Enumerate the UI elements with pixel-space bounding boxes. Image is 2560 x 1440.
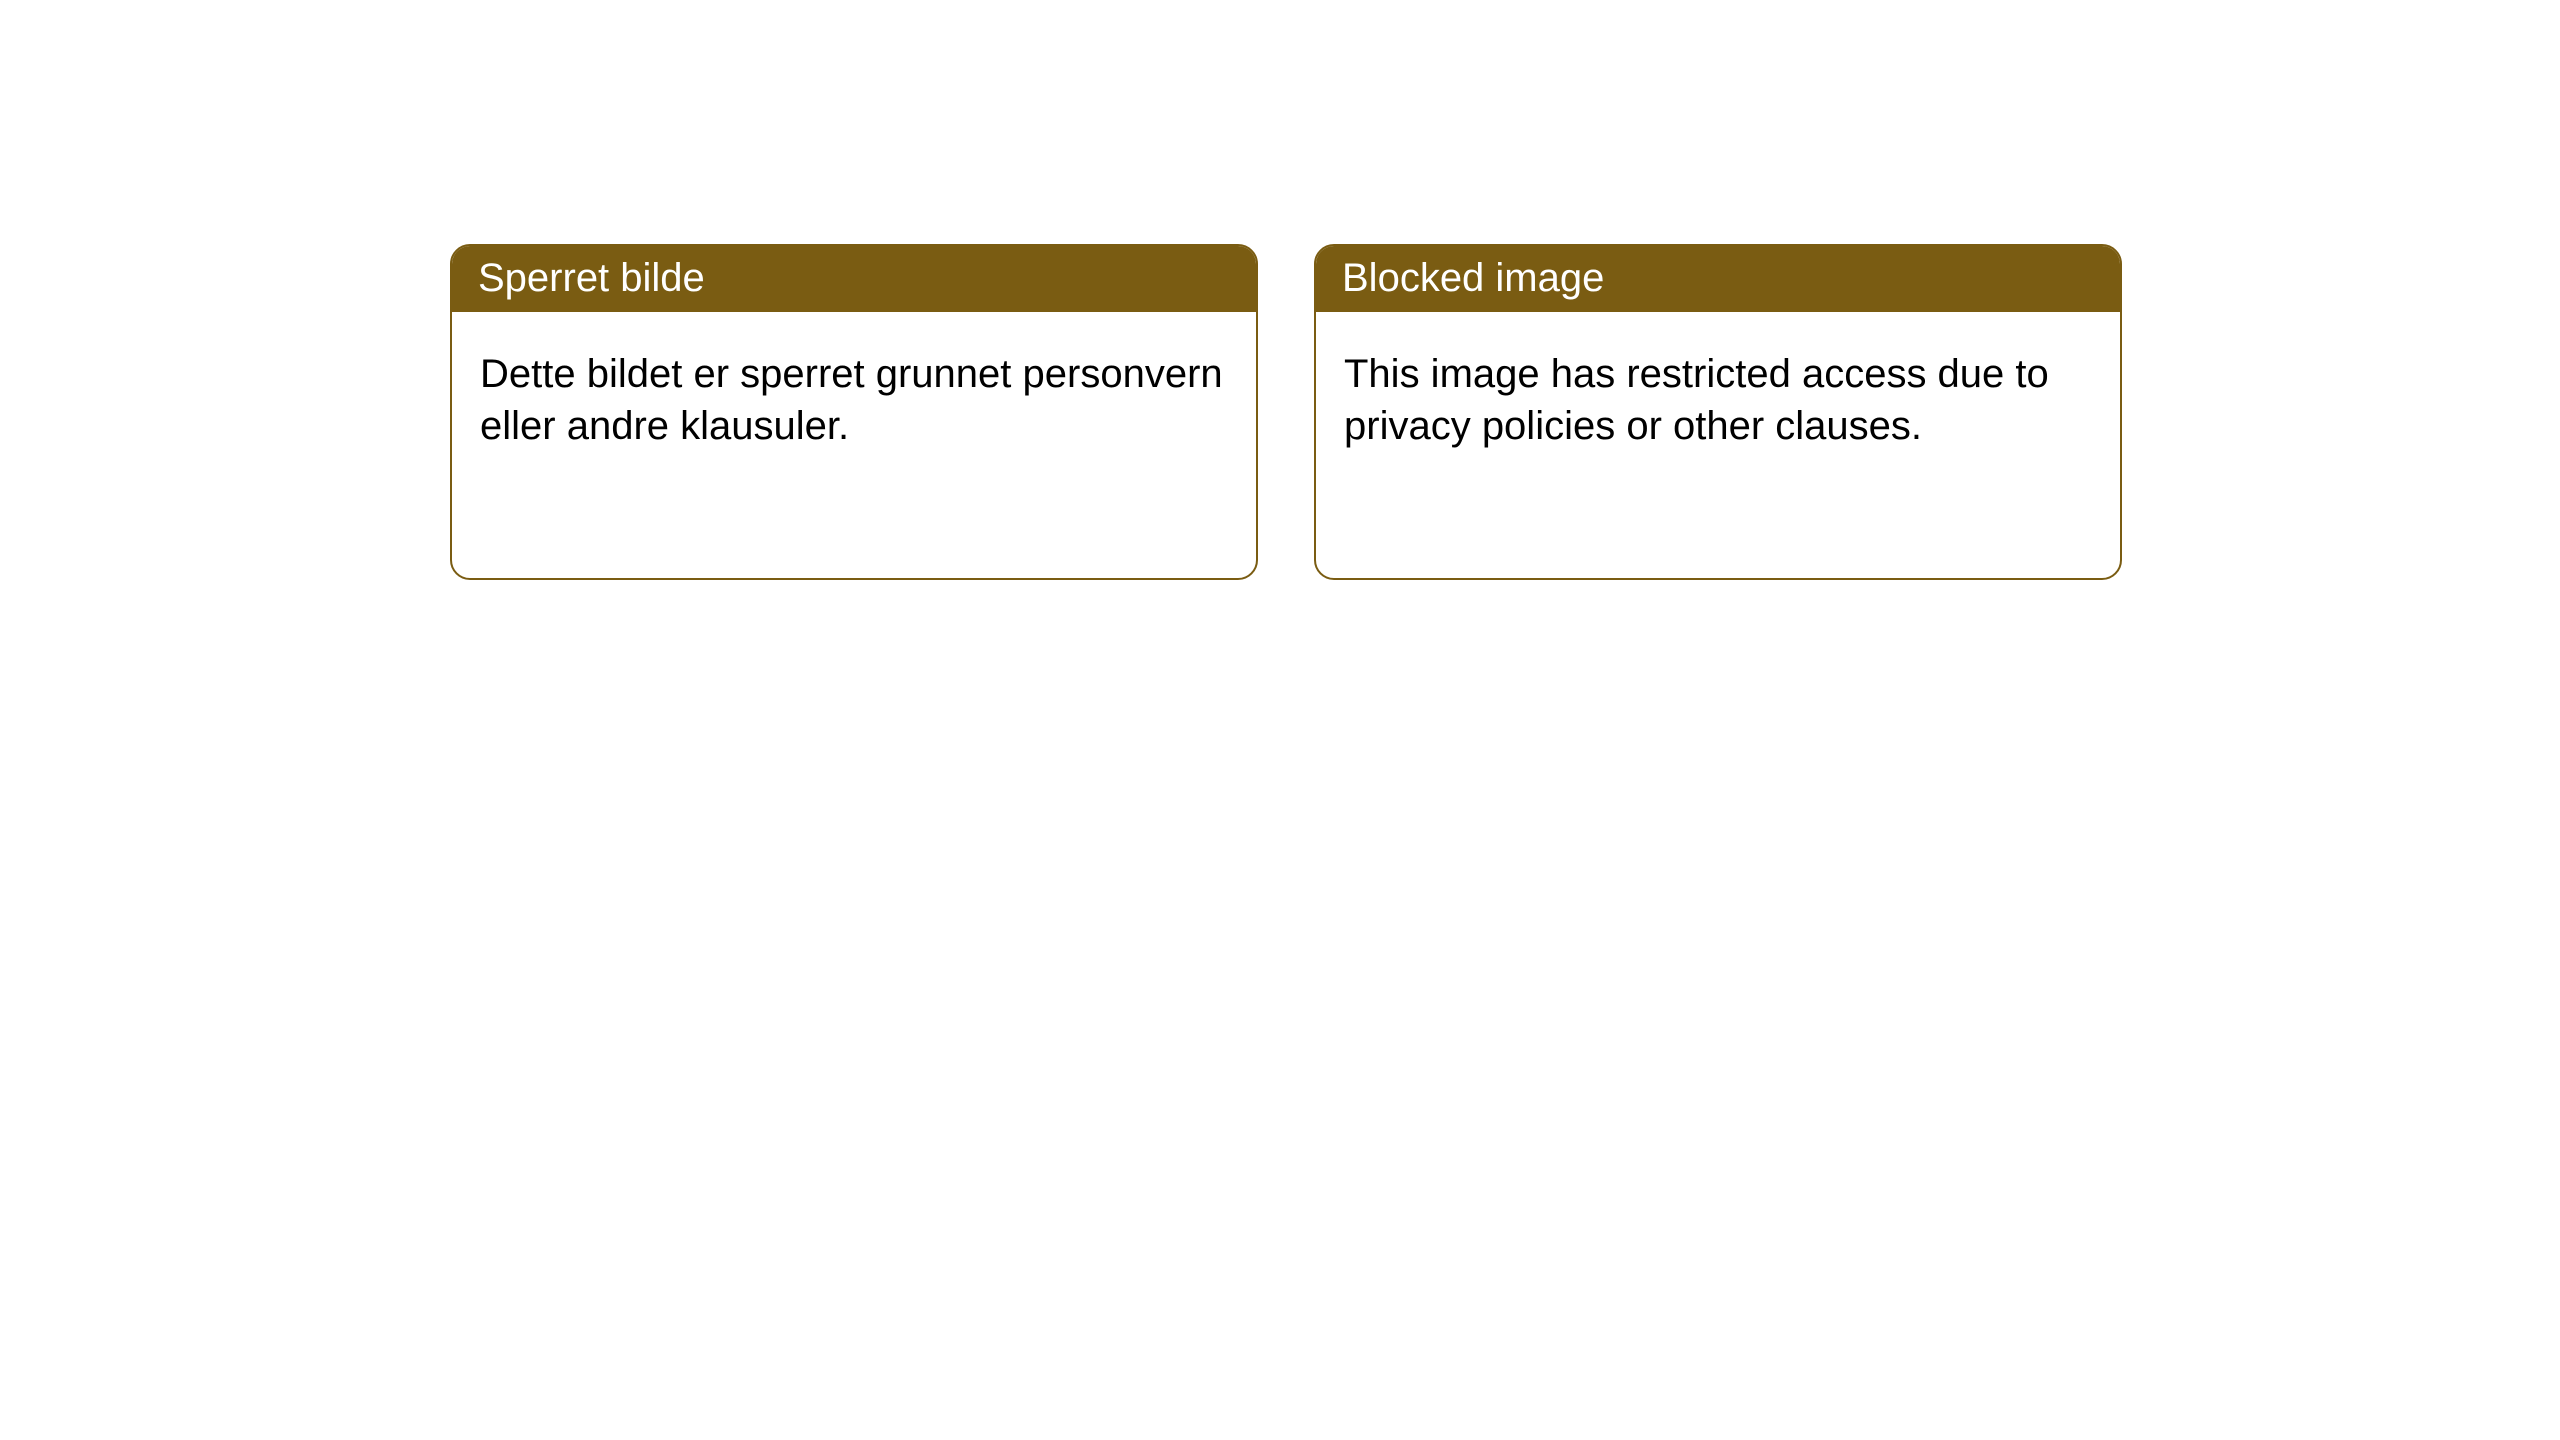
- notice-header: Sperret bilde: [452, 246, 1256, 312]
- notice-header: Blocked image: [1316, 246, 2120, 312]
- notice-container: Sperret bilde Dette bildet er sperret gr…: [0, 0, 2560, 580]
- notice-body: Dette bildet er sperret grunnet personve…: [452, 312, 1256, 488]
- notice-card-english: Blocked image This image has restricted …: [1314, 244, 2122, 580]
- notice-body: This image has restricted access due to …: [1316, 312, 2120, 488]
- notice-card-norwegian: Sperret bilde Dette bildet er sperret gr…: [450, 244, 1258, 580]
